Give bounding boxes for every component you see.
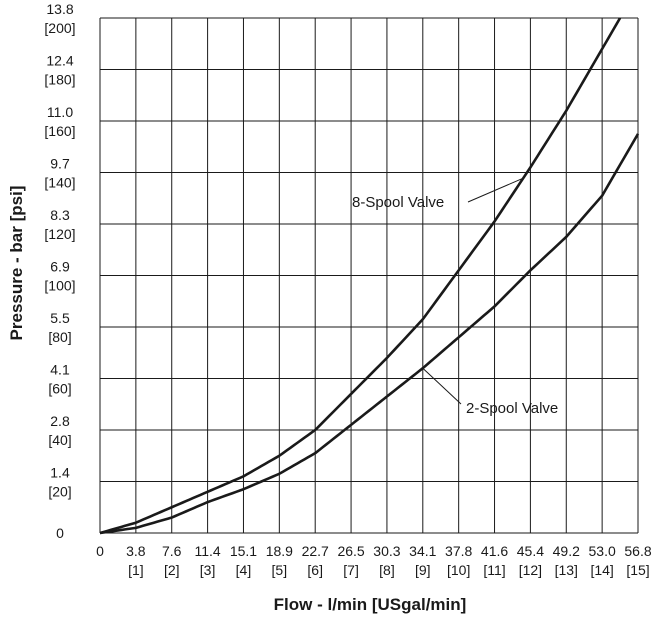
- x-tick-sublabel: [13]: [555, 562, 578, 578]
- x-tick-sublabel: [8]: [379, 562, 395, 578]
- x-tick-sublabel: [4]: [236, 562, 252, 578]
- y-axis-title: Pressure - bar [psi]: [7, 186, 26, 341]
- series-annotations: 8-Spool Valve 2-Spool Valve: [352, 177, 558, 417]
- y-tick-sublabel: [160]: [44, 123, 75, 139]
- y-tick-sublabel: [180]: [44, 72, 75, 88]
- y-tick-label: 13.8: [46, 1, 73, 17]
- y-tick-label: 11.0: [47, 104, 73, 120]
- y-tick-sublabel: [80]: [48, 329, 71, 345]
- x-tick-sublabel: [6]: [307, 562, 323, 578]
- y-tick-label: 9.7: [50, 156, 70, 172]
- y-tick-sublabel: [200]: [44, 20, 75, 36]
- x-tick-label: 7.6: [162, 543, 182, 559]
- x-tick-sublabel: [2]: [164, 562, 180, 578]
- x-axis-ticks: 0 3.8 [1] 7.6 [2] 11.4 [3] 15.1 [4] 18.9 [5] 22.7 [6…: [96, 543, 652, 578]
- x-tick-sublabel: [11]: [483, 562, 505, 578]
- x-tick-label: 18.9: [266, 543, 293, 559]
- x-tick-sublabel: [10]: [447, 562, 470, 578]
- series-lines: [99, 17, 640, 535]
- y-tick-sublabel: [60]: [48, 381, 71, 397]
- series-annotation-label: 8-Spool Valve: [352, 194, 444, 211]
- x-tick-sublabel: [3]: [200, 562, 216, 578]
- x-tick-label: 11.4: [194, 543, 220, 559]
- y-tick-sublabel: [140]: [44, 175, 75, 191]
- y-tick-sublabel: [40]: [48, 432, 71, 448]
- y-tick-label: 5.5: [50, 310, 70, 326]
- x-tick-sublabel: [7]: [343, 562, 359, 578]
- x-axis-title: Flow - l/min [USgal/min]: [274, 595, 467, 614]
- grid: [99, 17, 639, 534]
- y-axis-ticks: 0 1.4 [20] 2.8 [40] 4.1 [60] 5.5 [80] 6.9 [100] 8.3…: [44, 1, 75, 541]
- y-tick-label: 1.4: [50, 465, 70, 481]
- y-tick-label: 2.8: [50, 413, 70, 429]
- x-tick-label: 34.1: [409, 543, 436, 559]
- x-tick-label: 45.4: [517, 543, 544, 559]
- series-line-2-spool-valve: [99, 133, 640, 535]
- x-tick-label: 56.8: [624, 543, 651, 559]
- annotation-leader: [422, 367, 462, 405]
- y-tick-sublabel: [100]: [44, 278, 75, 294]
- series-annotation-label: 2-Spool Valve: [466, 400, 558, 417]
- y-tick-sublabel: [120]: [44, 226, 75, 242]
- annotation-leader: [467, 177, 524, 203]
- y-tick-label: 8.3: [50, 207, 70, 223]
- x-tick-label: 3.8: [126, 543, 146, 559]
- y-tick-label: 0: [56, 525, 64, 541]
- x-tick-label: 49.2: [553, 543, 580, 559]
- x-tick-sublabel: [5]: [272, 562, 288, 578]
- x-tick-label: 0: [96, 543, 104, 559]
- x-tick-label: 41.6: [481, 543, 508, 559]
- x-tick-sublabel: [14]: [590, 562, 613, 578]
- x-tick-label: 15.1: [230, 543, 257, 559]
- x-tick-label: 37.8: [445, 543, 472, 559]
- y-tick-label: 6.9: [50, 259, 70, 275]
- x-tick-sublabel: [15]: [626, 562, 649, 578]
- y-tick-label: 12.4: [46, 53, 73, 69]
- x-tick-label: 22.7: [302, 543, 329, 559]
- x-tick-sublabel: [9]: [415, 562, 431, 578]
- x-tick-sublabel: [1]: [128, 562, 144, 578]
- x-tick-label: 30.3: [373, 543, 400, 559]
- y-tick-label: 4.1: [50, 362, 70, 378]
- y-tick-sublabel: [20]: [48, 484, 71, 500]
- x-tick-label: 53.0: [589, 543, 616, 559]
- x-tick-label: 26.5: [337, 543, 364, 559]
- x-tick-sublabel: [12]: [519, 562, 542, 578]
- series-line-8-spool-valve: [99, 17, 622, 535]
